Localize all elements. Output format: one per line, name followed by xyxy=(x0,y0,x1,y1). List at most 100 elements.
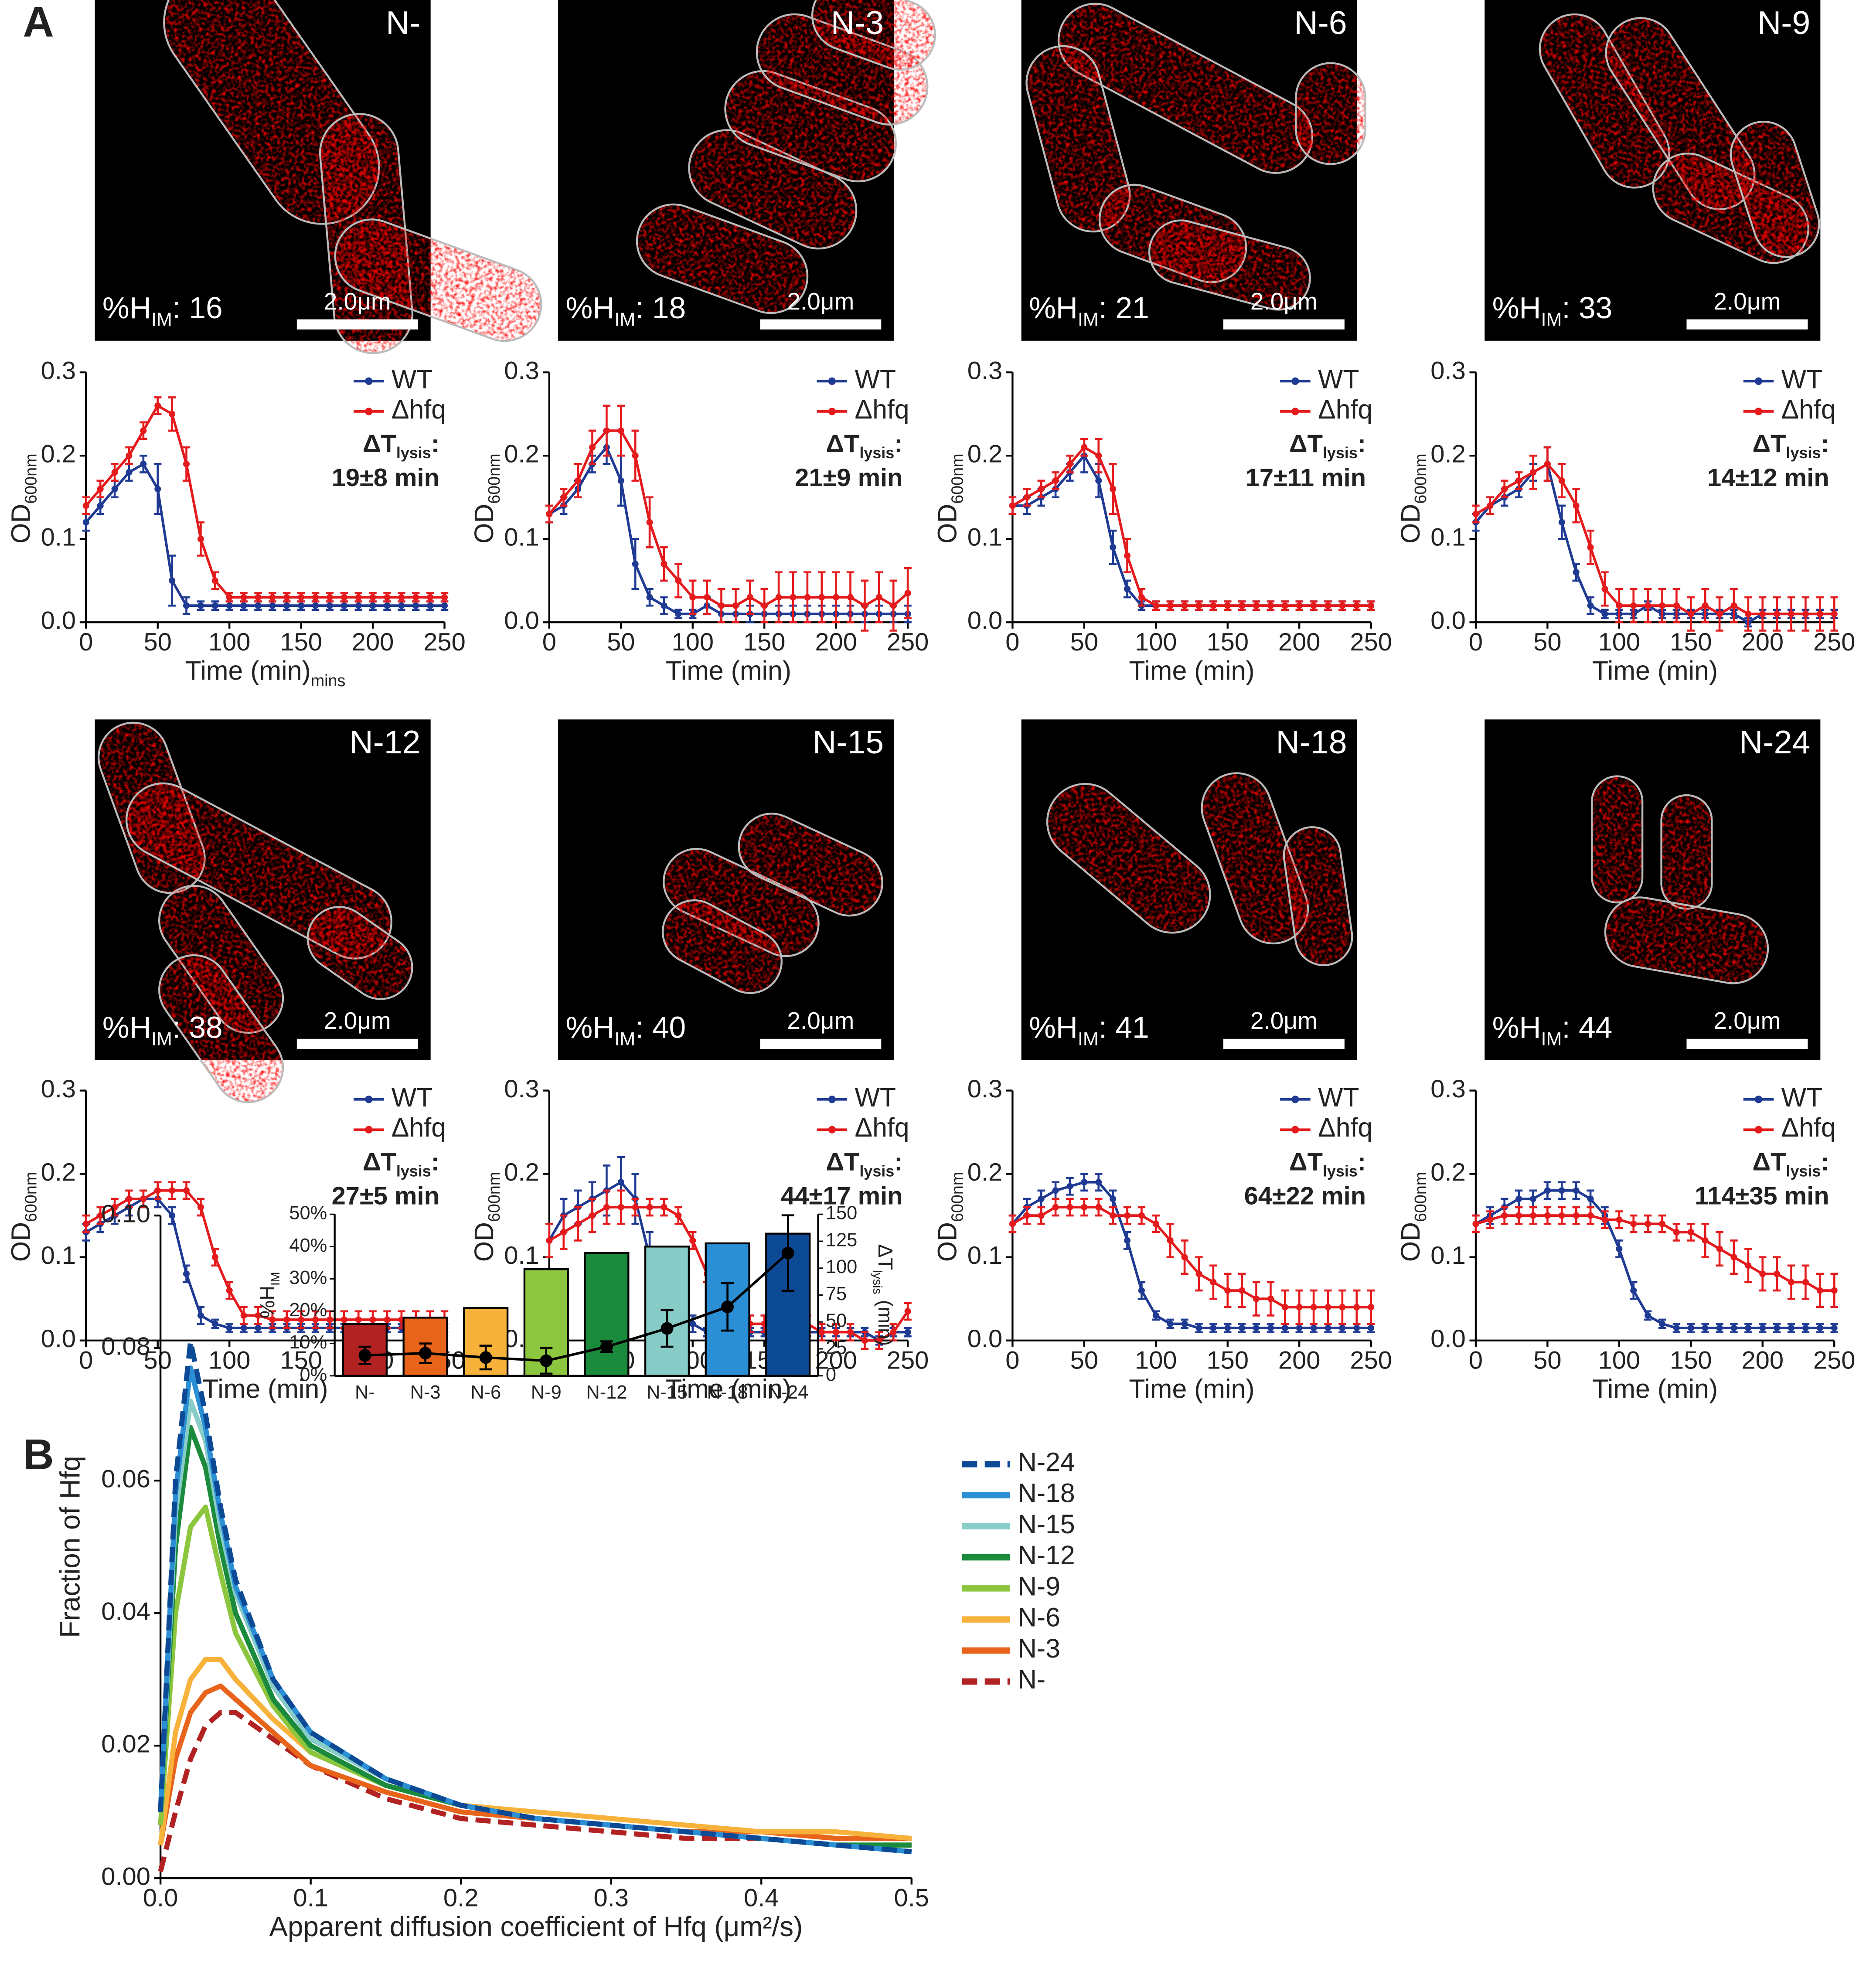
annotation-value: 19±8 min xyxy=(332,464,439,492)
scale-bar xyxy=(1686,1038,1808,1049)
data-point xyxy=(269,602,276,609)
legend-label: N-24 xyxy=(1018,1447,1075,1477)
x-tick-label: 50 xyxy=(1533,628,1561,656)
legend-label: Δhfq xyxy=(855,1113,909,1142)
him-label: %HIM: 40 xyxy=(565,1011,686,1050)
data-point xyxy=(298,602,305,609)
him-label-part: 21 xyxy=(1115,291,1149,325)
data-point xyxy=(1529,1195,1537,1202)
micrograph-label: N- xyxy=(386,4,420,41)
micrograph xyxy=(558,0,936,341)
data-point xyxy=(255,1312,262,1319)
data-point xyxy=(1052,1204,1059,1211)
y-axis-label-part: OD xyxy=(469,504,499,544)
y-axis-label-part: 600nm xyxy=(485,453,503,504)
data-point xyxy=(197,602,204,609)
data-point xyxy=(1515,1195,1522,1202)
legend-marker xyxy=(828,1126,836,1134)
him-label: %HIM: 18 xyxy=(565,291,686,330)
x-tick-label: 150 xyxy=(1670,1346,1712,1374)
data-point xyxy=(427,594,434,601)
data-point xyxy=(1224,1287,1231,1294)
data-point xyxy=(1310,1324,1317,1331)
data-point xyxy=(761,602,768,609)
annotation: ΔTlysis: xyxy=(1753,1148,1829,1180)
x-tick-label: N-24 xyxy=(767,1382,808,1403)
cell-outline xyxy=(334,218,542,342)
data-point xyxy=(1296,1304,1303,1311)
data-point xyxy=(211,1320,218,1328)
y2-tick-label: 75 xyxy=(826,1283,847,1304)
legend-label: N-9 xyxy=(1018,1571,1060,1601)
cell xyxy=(739,814,882,916)
data-point xyxy=(1239,1287,1246,1294)
data-point xyxy=(283,594,290,601)
cell xyxy=(1296,63,1365,164)
data-point xyxy=(169,1212,176,1219)
data-point xyxy=(1239,1324,1246,1331)
data-point xyxy=(1658,1320,1666,1328)
data-point xyxy=(617,427,624,434)
data-point xyxy=(675,1212,682,1219)
data-point xyxy=(1353,1304,1360,1311)
micrograph-label: N-15 xyxy=(813,724,884,760)
micrograph xyxy=(95,719,431,1103)
legend-label: N-12 xyxy=(1018,1540,1075,1570)
y-tick-label: 0% xyxy=(300,1364,327,1385)
series-line xyxy=(158,1683,912,1846)
y-axis-label-part: OD xyxy=(933,1222,962,1262)
data-point xyxy=(1325,1304,1331,1311)
x-tick-label: 100 xyxy=(1135,628,1177,656)
micrograph-label-part: N-3 xyxy=(831,4,884,41)
x-tick-label: 0.1 xyxy=(293,1884,328,1912)
data-point xyxy=(603,1204,610,1211)
data-point xyxy=(661,1204,667,1211)
legend-label-part: N-18 xyxy=(1018,1478,1075,1508)
him-label-part: IM xyxy=(151,1029,172,1050)
data-point xyxy=(1110,486,1117,493)
data-point xyxy=(1310,1304,1317,1311)
data-point xyxy=(1081,1204,1088,1211)
y-tick-label: 0.3 xyxy=(504,357,539,385)
data-point xyxy=(661,561,667,568)
data-point xyxy=(1702,1237,1709,1244)
x-axis-label: Time (min) xyxy=(202,1374,328,1404)
scale-bar-label: 2.0μm xyxy=(324,287,391,314)
legend-label-part: WT xyxy=(855,1083,896,1112)
cell xyxy=(1606,18,1755,209)
x-tick-label: 150 xyxy=(1206,1346,1249,1374)
data-point xyxy=(661,1322,674,1335)
scale-bar xyxy=(1223,319,1345,330)
annotation-part: ΔT xyxy=(1753,430,1786,458)
data-point xyxy=(1195,1324,1202,1331)
series-line xyxy=(158,1425,912,1848)
data-point xyxy=(600,1340,613,1353)
data-point xyxy=(97,502,104,509)
data-point xyxy=(1325,602,1331,609)
cell-outline xyxy=(1604,896,1769,984)
him-label-part: : xyxy=(172,1011,189,1045)
x-tick-label: 200 xyxy=(1741,628,1784,656)
x-tick-label: 100 xyxy=(671,628,714,656)
legend-label-part: WT xyxy=(1781,364,1823,394)
scale-bar-label-part: 2.0μm xyxy=(324,287,391,314)
annotation-value-part: 14±12 min xyxy=(1707,464,1829,492)
cell xyxy=(689,130,857,249)
data-point xyxy=(1210,602,1217,609)
legend-marker xyxy=(365,408,373,415)
legend-label-part: N-15 xyxy=(1018,1509,1075,1539)
cell xyxy=(159,885,283,1033)
data-point xyxy=(240,594,247,601)
y-tick-label: 0.1 xyxy=(504,1242,539,1270)
data-point xyxy=(312,1316,319,1323)
data-point xyxy=(1687,1229,1694,1236)
him-label-part: 41 xyxy=(1115,1011,1149,1045)
data-point xyxy=(632,1204,639,1211)
x-tick-label: 250 xyxy=(1350,628,1392,656)
cell xyxy=(1149,220,1310,310)
data-point xyxy=(1038,1212,1045,1219)
legend-label-part: Δhfq xyxy=(392,1113,446,1142)
data-point xyxy=(1124,586,1131,592)
data-point xyxy=(1253,1295,1260,1302)
data-point xyxy=(589,1212,596,1219)
